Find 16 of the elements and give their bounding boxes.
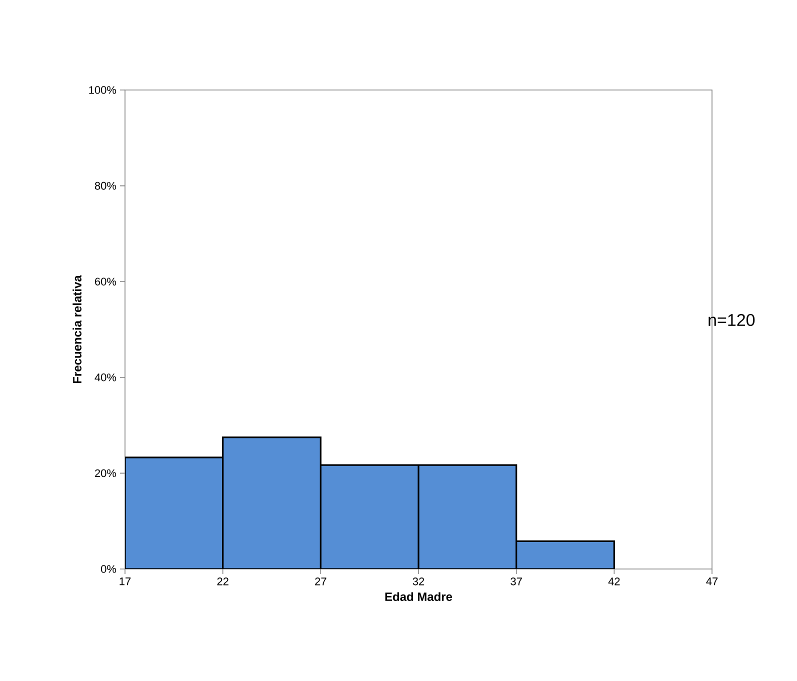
x-tick-label: 22 bbox=[217, 578, 228, 586]
x-tick-label: 42 bbox=[608, 578, 620, 586]
x-axis-title: Edad Madre bbox=[385, 592, 452, 601]
y-tick-label: 20% bbox=[95, 469, 116, 478]
y-tick-label: 80% bbox=[94, 182, 116, 190]
y-tick-label: 40% bbox=[94, 374, 116, 382]
x-tick-label: 37 bbox=[510, 578, 522, 586]
y-tick-label: 100% bbox=[89, 86, 116, 94]
x-tick-label: 17 bbox=[120, 578, 131, 586]
x-tick-label: 47 bbox=[706, 578, 718, 586]
x-tick-label: 27 bbox=[315, 578, 326, 586]
y-axis-title: Frecuencia relativa bbox=[72, 275, 82, 384]
annotation: n=120 bbox=[708, 314, 755, 326]
y-tick-label: 60% bbox=[95, 278, 116, 286]
x-tick-label: 32 bbox=[412, 578, 424, 586]
y-tick-label: 0% bbox=[100, 565, 116, 573]
